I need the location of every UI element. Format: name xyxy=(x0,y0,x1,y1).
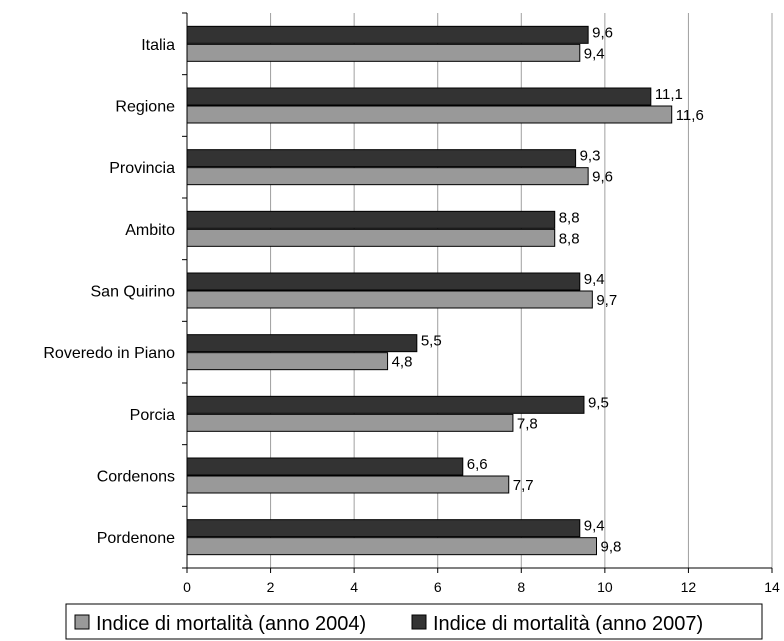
data-label-provincia-2007: 9,3 xyxy=(580,148,601,165)
bar-san-quirino-2007 xyxy=(186,272,581,291)
x-tick-label-4: 4 xyxy=(350,579,358,595)
x-tick-label-6: 6 xyxy=(434,579,442,595)
bar-regione-2007 xyxy=(186,87,652,106)
data-label-cordenons-2004: 7,7 xyxy=(513,477,534,494)
bar-porcia-2004 xyxy=(186,413,514,432)
legend-swatch-2007 xyxy=(411,614,427,630)
legend-swatch-2004 xyxy=(74,614,90,630)
data-label-italia-2004: 9,4 xyxy=(584,45,605,62)
legend-label-2004: Indice di mortalità (anno 2004) xyxy=(96,613,366,635)
data-label-regione-2004: 11,6 xyxy=(676,107,704,124)
bar-italia-2004 xyxy=(186,43,581,62)
data-label-porcia-2007: 9,5 xyxy=(588,394,609,411)
bar-san-quirino-2004 xyxy=(186,290,593,309)
data-label-porcia-2004: 7,8 xyxy=(517,415,538,432)
category-label-provincia: Provincia xyxy=(109,160,175,177)
x-tick-labels: 0 2 4 6 8 10 12 14 xyxy=(183,579,780,595)
data-label-cordenons-2007: 6,6 xyxy=(467,456,488,473)
bar-ambito-2004 xyxy=(186,228,556,247)
data-label-provincia-2004: 9,6 xyxy=(592,169,613,186)
bars xyxy=(186,25,673,556)
data-label-roveredo-in-piano-2004: 4,8 xyxy=(392,354,413,371)
x-tick-label-0: 0 xyxy=(183,579,191,595)
bar-porcia-2007 xyxy=(186,395,585,414)
category-label-san-quirino: San Quirino xyxy=(91,284,176,301)
data-label-ambito-2004: 8,8 xyxy=(559,230,580,247)
x-tick-label-8: 8 xyxy=(517,579,525,595)
category-label-cordenons: Cordenons xyxy=(97,469,175,486)
data-label-italia-2007: 9,6 xyxy=(592,24,613,41)
bar-provincia-2007 xyxy=(186,149,577,168)
bar-roveredo-in-piano-2004 xyxy=(186,352,389,371)
category-label-pordenone: Pordenone xyxy=(97,530,175,547)
legend-label-2007: Indice di mortalità (anno 2007) xyxy=(433,613,703,635)
category-label-roveredo-in-piano: Roveredo in Piano xyxy=(43,345,175,362)
legend: Indice di mortalità (anno 2004) Indice d… xyxy=(65,603,763,640)
bar-pordenone-2007 xyxy=(186,519,581,538)
bar-pordenone-2004 xyxy=(186,537,597,556)
category-label-italia: Italia xyxy=(141,37,175,54)
x-tick-label-12: 12 xyxy=(681,579,697,595)
bar-italia-2007 xyxy=(186,25,589,44)
data-label-pordenone-2007: 9,4 xyxy=(584,518,605,535)
bar-roveredo-in-piano-2007 xyxy=(186,334,418,353)
data-labels: 9,6 9,4 11,1 11,6 9,3 9,6 8,8 8,8 9,4 9,7 5,5 4,8 9,… xyxy=(392,24,704,555)
data-label-ambito-2007: 8,8 xyxy=(559,209,580,226)
bar-cordenons-2004 xyxy=(186,475,510,494)
data-label-san-quirino-2007: 9,4 xyxy=(584,271,605,288)
axes xyxy=(182,12,773,573)
x-tick-label-2: 2 xyxy=(267,579,275,595)
bar-regione-2004 xyxy=(186,105,673,124)
bar-ambito-2007 xyxy=(186,210,556,229)
category-labels: Italia Regione Provincia Ambito San Quirino R… xyxy=(43,37,175,547)
data-label-roveredo-in-piano-2007: 5,5 xyxy=(421,333,442,350)
category-label-regione: Regione xyxy=(115,99,175,116)
bar-provincia-2004 xyxy=(186,167,589,186)
category-label-porcia: Porcia xyxy=(130,407,175,424)
data-label-san-quirino-2004: 9,7 xyxy=(596,292,617,309)
category-label-ambito: Ambito xyxy=(125,222,175,239)
bar-cordenons-2007 xyxy=(186,457,464,476)
x-tick-label-10: 10 xyxy=(597,579,613,595)
x-tick-label-14: 14 xyxy=(764,579,780,595)
data-label-pordenone-2004: 9,8 xyxy=(601,539,622,556)
data-label-regione-2007: 11,1 xyxy=(655,86,683,103)
